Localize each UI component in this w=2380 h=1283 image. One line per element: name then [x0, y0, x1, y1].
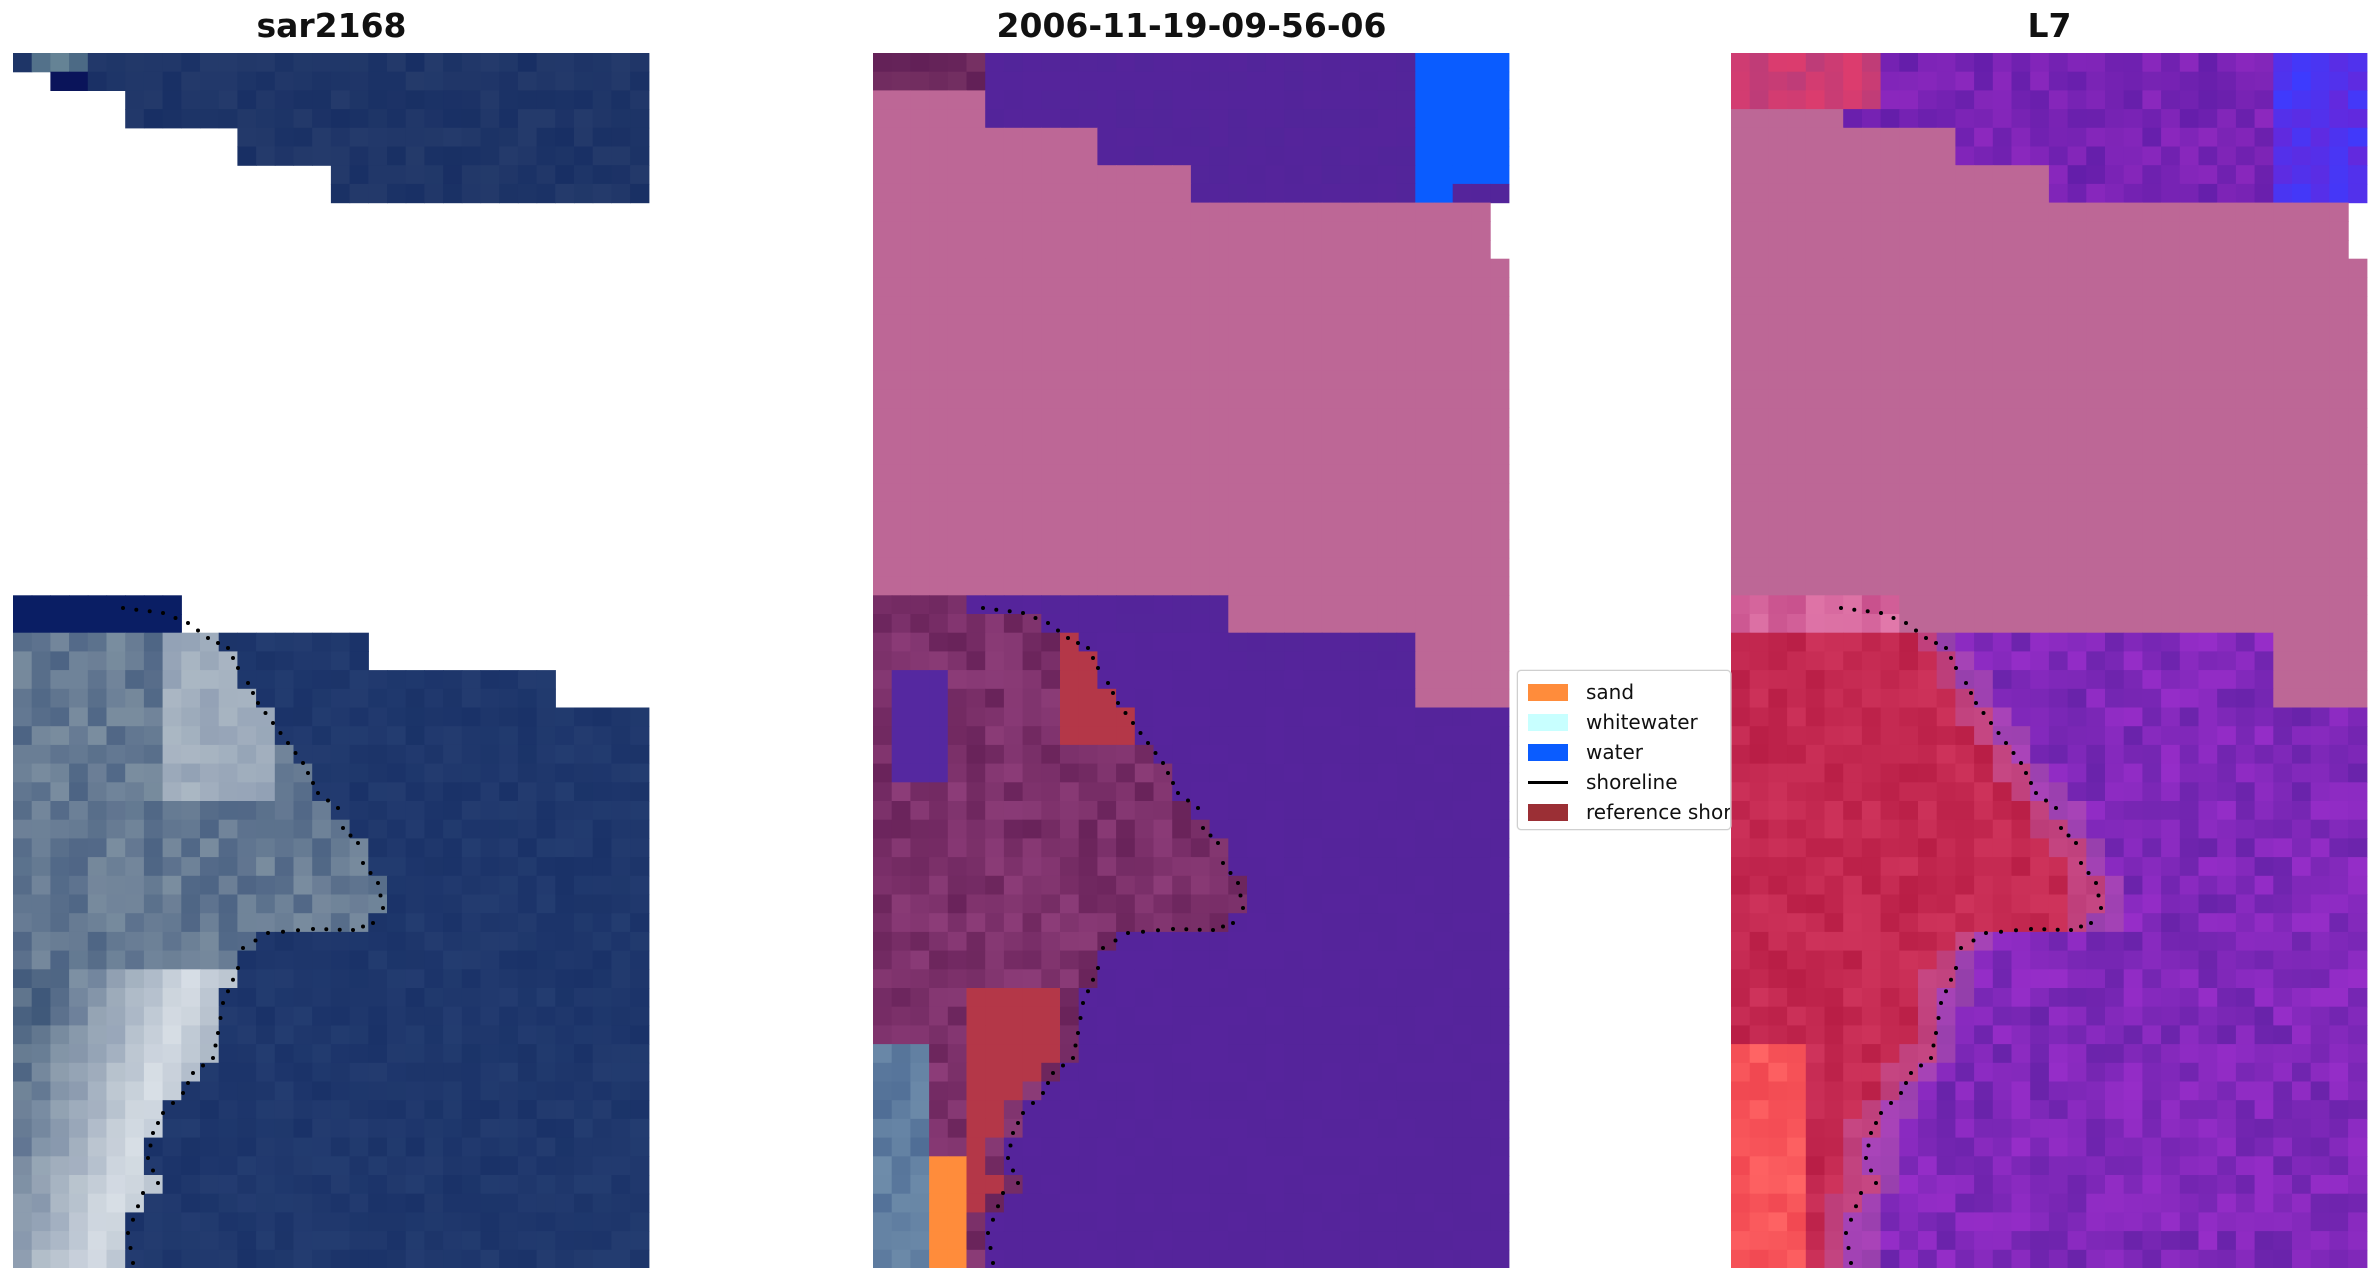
rgb-image-raster: [13, 53, 650, 1268]
shoreline-dots: [1839, 606, 2103, 1265]
sand-swatch: [1528, 683, 1568, 701]
rgb-image-panel: [13, 53, 650, 1268]
panel-title-classification: 2006-11-19-09-56-06: [996, 6, 1387, 45]
classification-image-panel: [873, 53, 1510, 1268]
panel-title-index: L7: [2027, 6, 2072, 45]
whitewater-swatch: [1528, 713, 1568, 731]
legend-item-shoreline: shoreline: [1518, 767, 1678, 797]
water-swatch: [1528, 743, 1568, 761]
legend-item-water: water: [1518, 737, 1643, 767]
index-image-raster: [1731, 53, 2368, 1268]
shoreline-dots: [981, 606, 1245, 1265]
legend-label-shoreline: shoreline: [1586, 770, 1678, 794]
legend-item-sand: sand: [1518, 677, 1634, 707]
panel-title-rgb: sar2168: [256, 6, 407, 45]
legend-label-water: water: [1586, 740, 1643, 764]
index-image-panel: [1731, 53, 2368, 1268]
classification-image-raster: [873, 53, 1510, 1268]
reference-shoreline-swatch: [1528, 803, 1568, 821]
class-legend: sand whitewater water shoreline referenc…: [1517, 670, 1731, 830]
legend-label-sand: sand: [1586, 680, 1635, 704]
shoreline-dots: [121, 606, 385, 1265]
shoreline-line-swatch: [1528, 780, 1568, 784]
legend-item-whitewater: whitewater: [1518, 707, 1698, 737]
legend-label-reference-shoreline: reference shoreline: [1586, 800, 1731, 824]
legend-label-whitewater: whitewater: [1586, 710, 1698, 734]
legend-item-reference-shoreline: reference shoreline: [1518, 797, 1731, 827]
